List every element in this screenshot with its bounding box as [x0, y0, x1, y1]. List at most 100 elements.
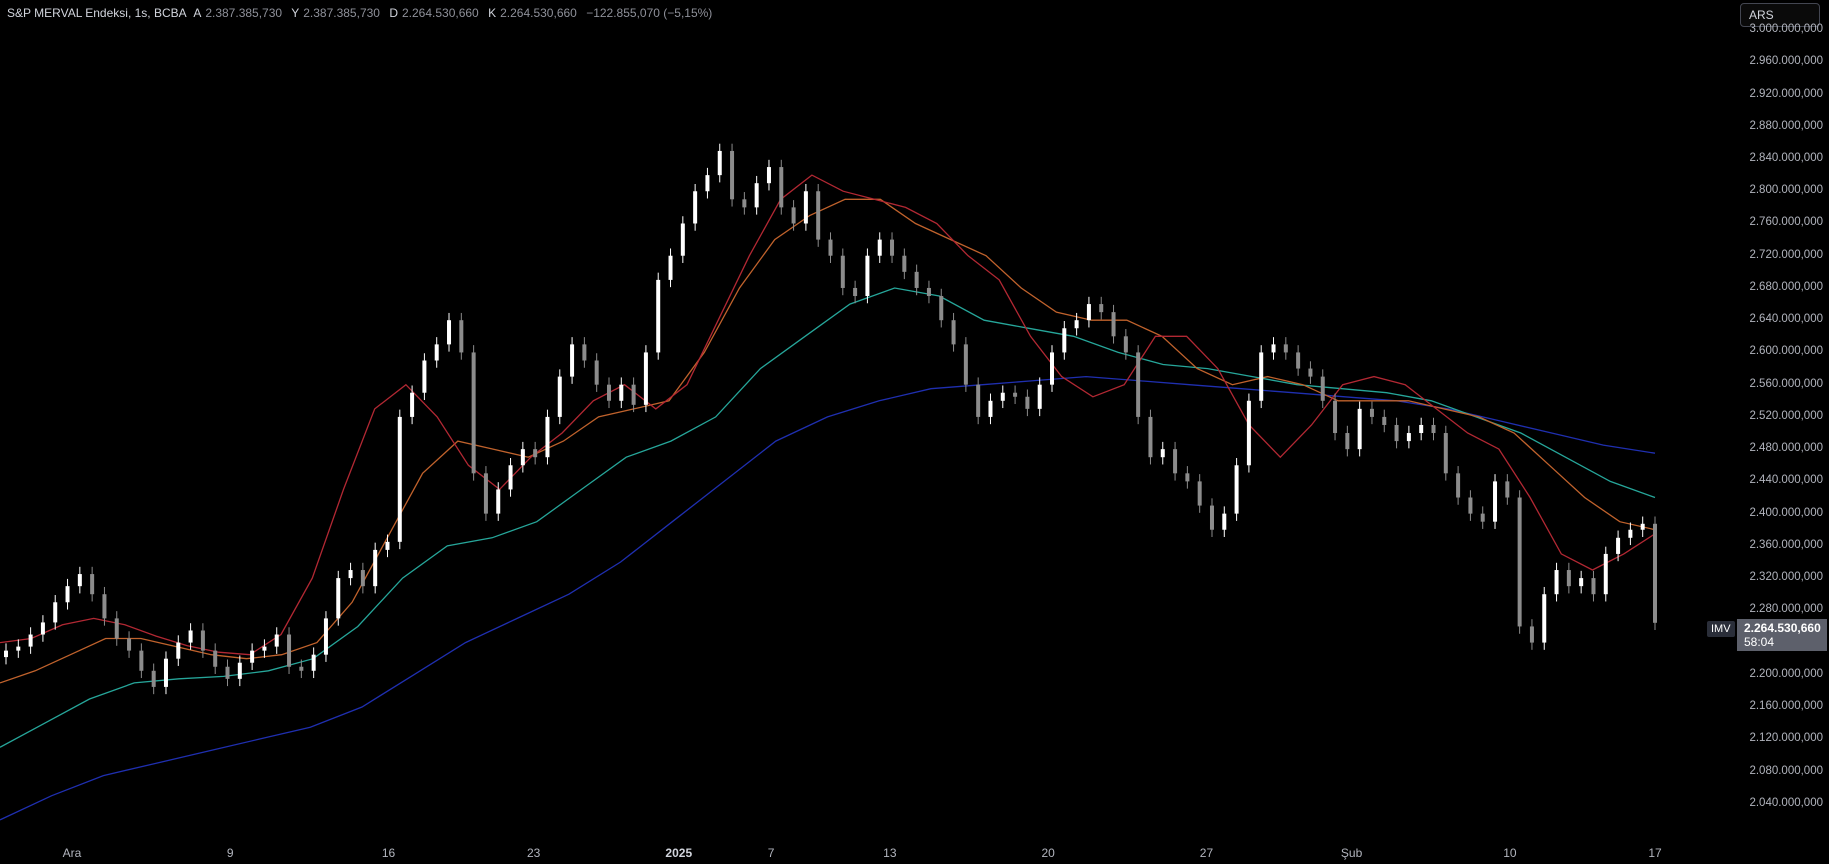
y-tick-label: 2.800.000,000	[1749, 184, 1823, 197]
candle-body	[373, 549, 378, 587]
candle-body	[4, 650, 8, 658]
y-tick-label: 2.160.000,000	[1749, 700, 1823, 713]
candle-body	[1148, 416, 1153, 458]
x-tick-label: 20	[1041, 846, 1055, 860]
candle-body	[1197, 481, 1202, 506]
symbol-tag: IMV	[1707, 621, 1735, 637]
candle-body	[791, 207, 796, 224]
candle-body	[1616, 537, 1621, 554]
candle-body	[323, 618, 328, 655]
candle-body	[77, 574, 82, 587]
candle-body	[766, 167, 771, 184]
candle-body	[65, 586, 70, 603]
y-tick-label: 2.920.000,000	[1749, 87, 1823, 100]
candle-body	[1468, 497, 1473, 514]
candle-body	[742, 199, 747, 208]
candle-body	[1345, 433, 1350, 450]
y-tick-label: 2.480.000,000	[1749, 442, 1823, 455]
candle-body	[1320, 376, 1325, 401]
candle-body	[114, 618, 119, 639]
candle-body	[28, 634, 33, 647]
candle-body	[1209, 505, 1214, 530]
candle-body	[533, 449, 538, 458]
candle-body	[385, 541, 390, 550]
x-tick-label: 13	[883, 846, 897, 860]
candle-body	[336, 578, 341, 619]
y-tick-label: 2.560.000,000	[1749, 377, 1823, 390]
candle-body	[557, 376, 562, 417]
candle-body	[693, 191, 698, 224]
candle-body	[237, 662, 242, 679]
candle-body	[1136, 352, 1141, 417]
candle-body	[496, 489, 501, 514]
candle-body	[988, 400, 993, 417]
candle-body	[570, 344, 575, 377]
candle-body	[1603, 553, 1608, 595]
currency-button[interactable]: ARS	[1740, 3, 1820, 27]
chart-legend: S&P MERVAL Endeksi, 1s, BCBA A 2.387.385,…	[7, 6, 716, 20]
candle-body	[483, 473, 488, 514]
candle-body	[594, 360, 599, 385]
candle-body	[1431, 424, 1436, 434]
candle-body	[1037, 384, 1042, 409]
candle-body	[262, 646, 267, 651]
y-tick-label: 3.000.000,000	[1749, 23, 1823, 36]
candle-body	[90, 574, 95, 595]
candle-body	[754, 183, 759, 208]
candle-body	[127, 638, 132, 651]
candle-body	[1271, 344, 1276, 353]
candle-body	[1357, 408, 1362, 450]
candle-body	[397, 416, 402, 542]
candle-body	[853, 287, 858, 297]
candle-body	[1394, 424, 1399, 442]
y-tick-label: 2.040.000,000	[1749, 796, 1823, 809]
candle-body	[631, 384, 636, 405]
candle-body	[926, 287, 931, 297]
y-tick-label: 2.320.000,000	[1749, 571, 1823, 584]
candle-body	[1493, 481, 1498, 522]
candle-body	[939, 296, 944, 321]
legend-low-label: D	[389, 6, 398, 20]
legend-open-label: A	[193, 6, 202, 20]
candle-body	[1419, 424, 1424, 434]
candle-body	[877, 239, 882, 256]
candle-body	[976, 384, 981, 417]
candle-body	[717, 150, 722, 176]
legend-high-label: Y	[291, 6, 300, 20]
candle-body	[951, 320, 956, 345]
y-tick-label: 2.360.000,000	[1749, 538, 1823, 551]
candle-body	[1591, 578, 1596, 595]
candle-body	[680, 223, 685, 256]
candle-body	[779, 167, 784, 208]
candle-body	[520, 449, 525, 466]
candle-body	[1480, 513, 1485, 522]
candle-body	[1185, 473, 1190, 482]
candle-body	[410, 392, 415, 417]
candle-body	[902, 255, 907, 272]
x-tick-label: 10	[1503, 846, 1517, 860]
y-tick-label: 2.520.000,000	[1749, 409, 1823, 422]
y-tick-label: 2.440.000,000	[1749, 474, 1823, 487]
candle-body	[151, 670, 156, 687]
candle-body	[459, 320, 464, 353]
ma-line-orange	[0, 198, 1656, 684]
candle-body	[1628, 529, 1633, 538]
candle-body	[1160, 449, 1165, 458]
candle-body	[102, 594, 107, 619]
candle-body	[447, 320, 452, 345]
legend-close-label: K	[488, 6, 497, 20]
candle-body	[730, 150, 735, 200]
candle-body	[422, 360, 427, 393]
candle-body	[840, 255, 845, 288]
candle-body	[803, 191, 808, 224]
candle-body	[1505, 481, 1510, 498]
x-tick-label: 23	[526, 846, 541, 860]
candle-body	[1369, 408, 1374, 417]
candle-body	[828, 239, 833, 256]
last-price-value: 2.264.530,660	[1744, 621, 1821, 635]
candle-body	[1074, 320, 1079, 329]
candle-body	[1333, 400, 1338, 434]
candle-body	[1382, 416, 1387, 425]
candle-body	[1554, 570, 1559, 595]
